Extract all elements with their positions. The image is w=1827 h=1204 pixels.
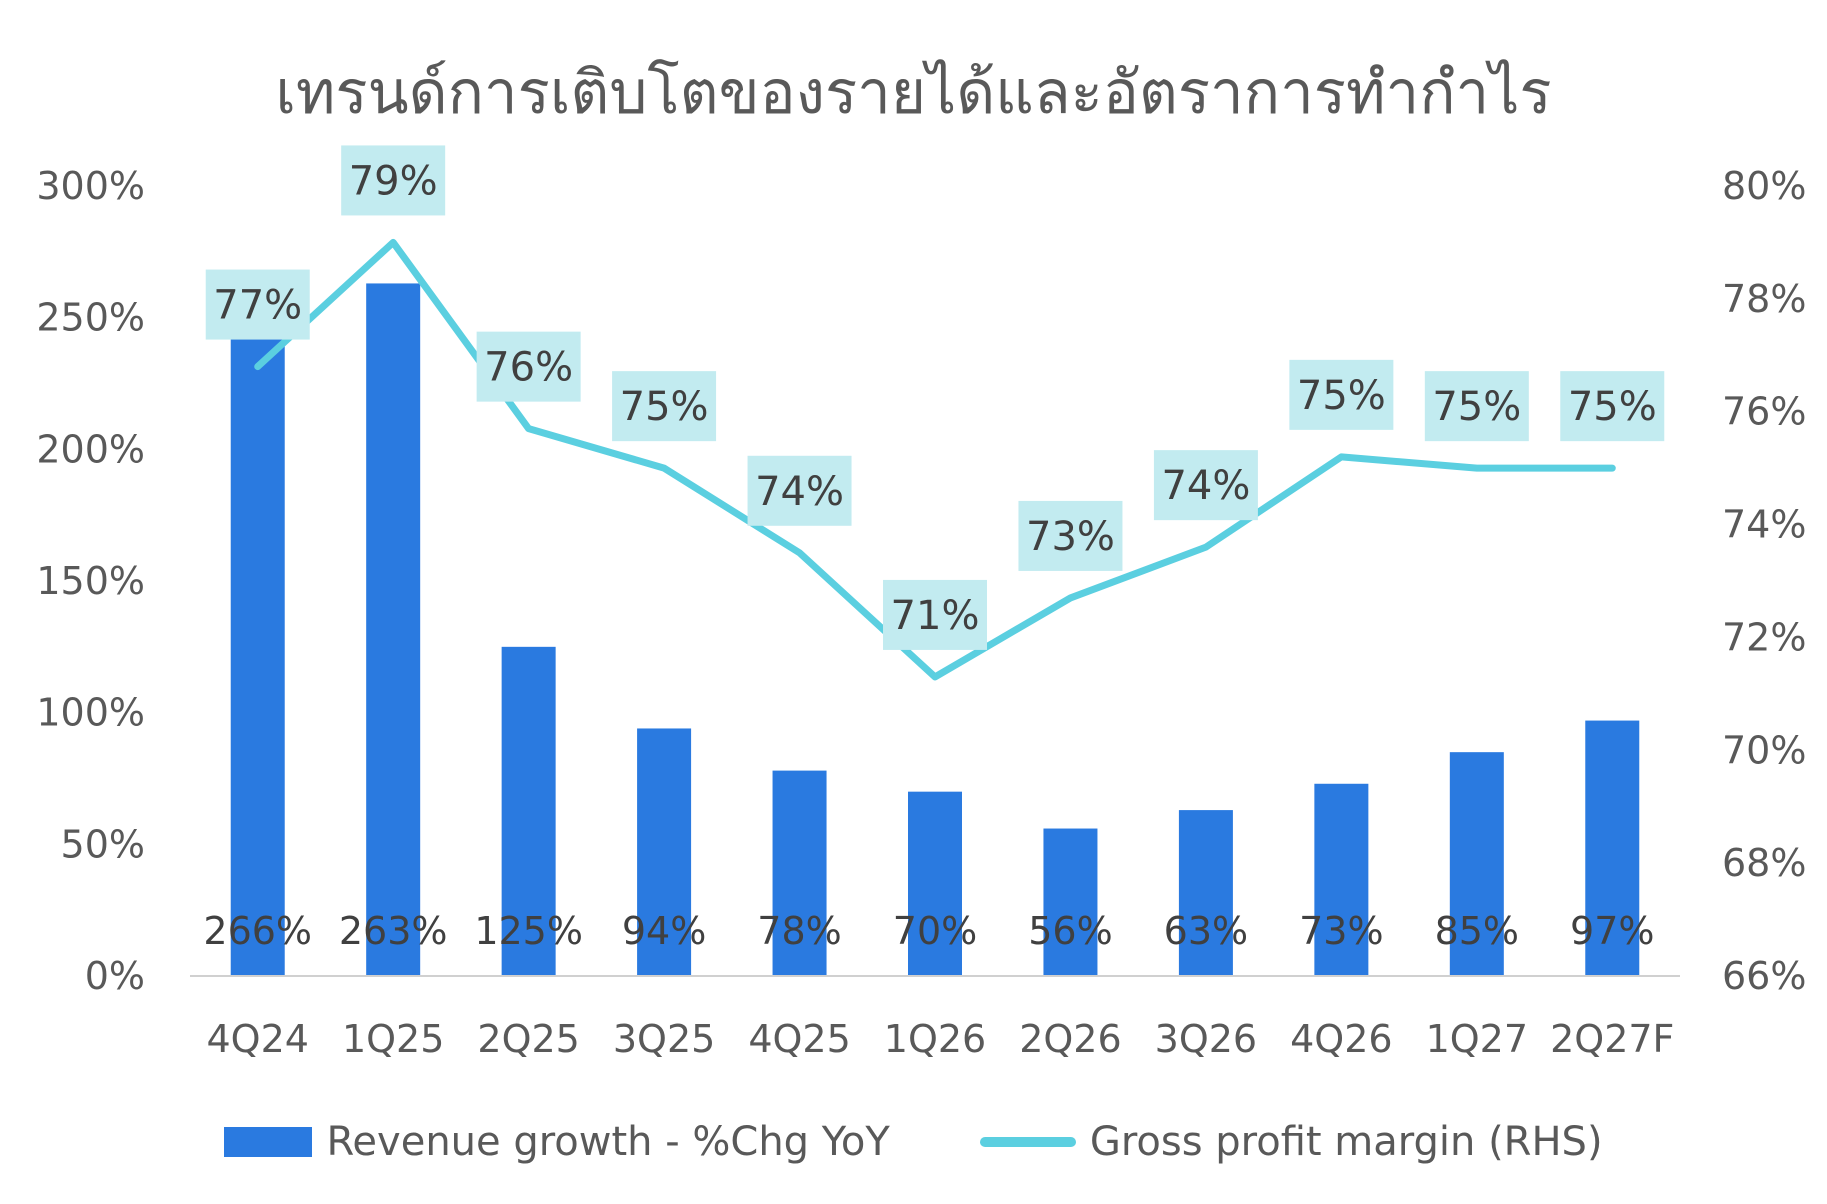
bar (230, 275, 285, 976)
bar-value-label: 97% (1570, 909, 1654, 953)
bar-value-label: 56% (1028, 909, 1112, 953)
y-right-tick-label: 74% (1722, 503, 1806, 547)
bar-value-label: 70% (893, 909, 977, 953)
line-value-label: 75% (1568, 384, 1657, 430)
x-tick-label: 4Q25 (748, 1017, 850, 1061)
line-value-label: 73% (1026, 514, 1115, 560)
bar-value-label: 78% (757, 909, 841, 953)
y-right-tick-label: 70% (1722, 728, 1806, 772)
line-label-box (1289, 359, 1394, 430)
line-value-label: 79% (349, 158, 438, 204)
bar (637, 728, 692, 976)
line-label-box (883, 579, 987, 650)
x-tick-label: 2Q25 (477, 1017, 579, 1061)
y-right-tick-label: 68% (1722, 841, 1806, 885)
bar (1585, 720, 1640, 976)
bar-value-label: 94% (622, 909, 706, 953)
y-right-tick-label: 76% (1722, 390, 1806, 434)
legend-swatch-bar (224, 1127, 313, 1157)
y-left-tick-label: 50% (61, 822, 145, 866)
bar (501, 646, 556, 976)
y-left-tick-label: 250% (36, 296, 145, 340)
legend-item-margin: Gross profit margin (RHS) (979, 1119, 1603, 1165)
line-label-box (1153, 450, 1258, 521)
line-label-box (1018, 500, 1123, 571)
x-tick-label: 2Q26 (1019, 1017, 1121, 1061)
line-value-label: 75% (1297, 373, 1386, 419)
line-value-label: 76% (484, 345, 573, 391)
x-tick-label: 4Q26 (1290, 1017, 1392, 1061)
line-label-box (205, 269, 310, 340)
x-tick-label: 4Q24 (207, 1017, 309, 1061)
bar (1178, 810, 1233, 976)
y-right-tick-label: 72% (1722, 615, 1806, 659)
y-left-tick-label: 0% (85, 954, 145, 998)
line-label-box (476, 331, 581, 402)
y-left-tick-label: 200% (36, 427, 145, 471)
x-tick-label: 1Q25 (342, 1017, 444, 1061)
y-right-tick-label: 80% (1722, 164, 1806, 208)
legend-label-margin: Gross profit margin (RHS) (1089, 1119, 1603, 1165)
legend-swatch-line (979, 1137, 1076, 1147)
bar-value-label: 266% (203, 909, 312, 953)
x-tick-label: 3Q25 (613, 1017, 715, 1061)
line-label-box (1424, 371, 1529, 442)
bar-value-label: 125% (474, 909, 583, 953)
legend-item-revenue: Revenue growth - %Chg YoY (224, 1119, 890, 1165)
line-value-label: 74% (755, 469, 844, 515)
x-tick-label: 3Q26 (1155, 1017, 1257, 1061)
line-label-box (1560, 371, 1665, 442)
bar (366, 283, 421, 976)
bar-value-label: 73% (1299, 909, 1383, 953)
chart-title: เทรนด์การเติบโตของรายได้และอัตราการทำกำไ… (275, 58, 1552, 128)
legend-label-revenue: Revenue growth - %Chg YoY (326, 1119, 890, 1165)
line-label-box (612, 371, 717, 442)
bar (1314, 783, 1369, 976)
bar-value-label: 63% (1164, 909, 1248, 953)
bar (772, 770, 827, 976)
y-left-tick-label: 150% (36, 559, 145, 603)
line-value-label: 74% (1161, 463, 1250, 509)
y-right-tick-label: 78% (1722, 277, 1806, 321)
y-left-tick-label: 100% (36, 691, 145, 735)
line-label-box (341, 145, 446, 216)
line-value-label: 77% (213, 283, 302, 329)
line-value-label: 71% (891, 593, 980, 639)
bar-value-label: 85% (1435, 909, 1519, 953)
bar-value-label: 263% (339, 909, 448, 953)
x-tick-label: 2Q27F (1550, 1017, 1674, 1061)
bar (908, 791, 962, 976)
bar (1043, 828, 1098, 976)
line-label-box (747, 455, 852, 526)
x-tick-label: 1Q27 (1426, 1017, 1528, 1061)
legend: Revenue growth - %Chg YoY Gross profit m… (0, 1112, 1827, 1172)
y-right-tick-label: 66% (1722, 954, 1806, 998)
line-value-label: 75% (1432, 384, 1521, 430)
bar (1449, 752, 1504, 976)
x-tick-label: 1Q26 (884, 1017, 986, 1061)
line-value-label: 75% (620, 384, 709, 430)
y-left-tick-label: 300% (36, 164, 145, 208)
